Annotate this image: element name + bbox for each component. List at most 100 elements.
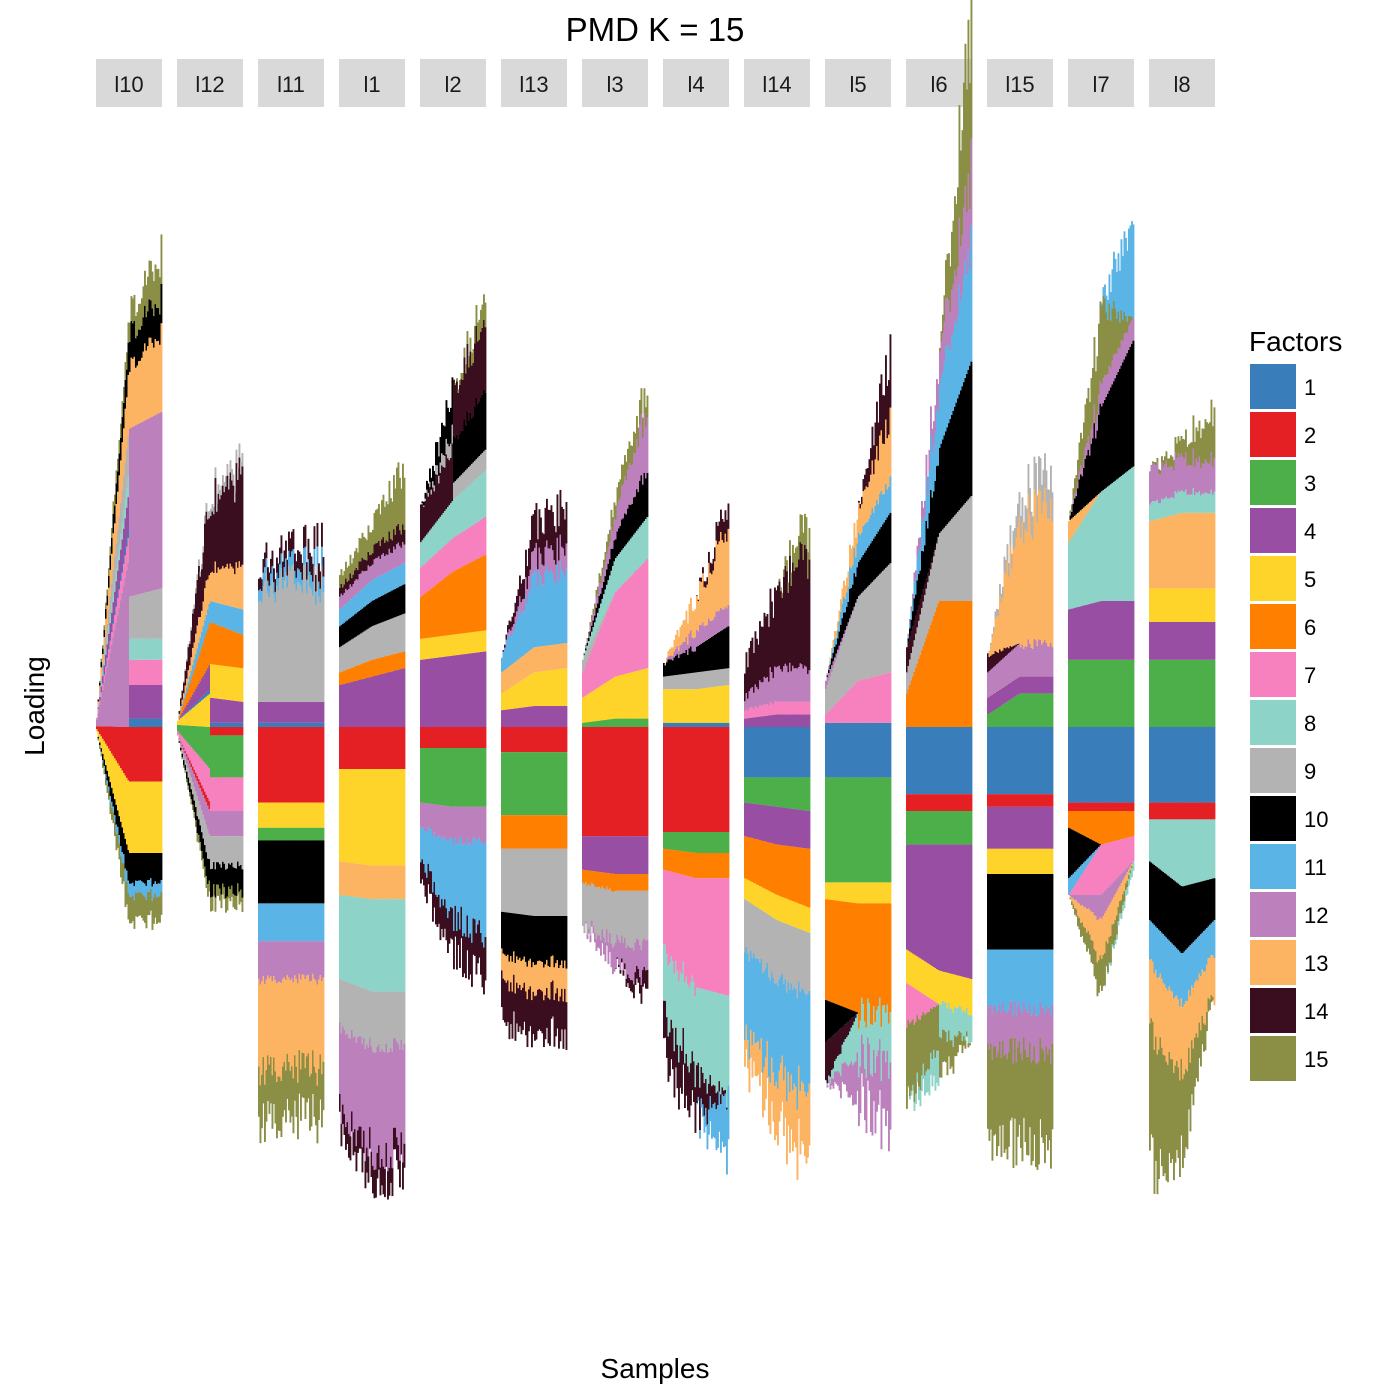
bar-segment-factor-5 [471,632,473,654]
bar-segment-factor-9 [108,610,110,626]
bar-segment-factor-1 [295,722,298,727]
bar-segment-factor-3 [264,827,266,841]
bar-segment-factor-8 [484,470,487,517]
bar-segment-factor-9 [559,848,562,916]
bar-segment-factor-10 [514,913,517,963]
bar-segment-factor-10 [723,629,725,669]
bar-segment-factor-5 [150,781,152,853]
bar-segment-factor-4 [135,685,137,719]
bar-segment-factor-9 [598,625,601,632]
bar-segment-factor-11 [229,606,232,630]
bar-segment-factor-12 [258,941,260,979]
bar-segment-factor-2 [157,727,160,782]
bar-segment-factor-6 [472,561,475,632]
bar-segment-factor-8 [711,991,713,1087]
bar-segment-factor-7 [231,777,233,811]
bar-segment-factor-2 [126,727,128,778]
bar-segment-factor-10 [232,867,235,894]
bar-segment-factor-5 [435,636,437,658]
bar-segment-factor-2 [277,727,280,803]
bar-segment-factor-13 [354,863,356,897]
bar-segment-factor-5 [279,802,281,828]
bar-segment-factor-15 [106,589,109,596]
bar-segment-factor-6 [664,849,667,871]
bar-segment-factor-7 [586,661,589,695]
bar-segment-factor-5 [388,769,391,866]
bar-segment-factor-2 [646,727,649,837]
bar-segment-factor-3 [237,735,239,778]
bar-segment-factor-9 [232,474,235,486]
bar-segment-factor-13 [687,623,689,645]
bar-segment-factor-15 [627,448,629,470]
bar-segment-factor-2 [595,727,598,837]
bar-segment-factor-12 [445,805,448,839]
bar-segment-factor-2 [216,727,218,736]
bar-segment-factor-11 [436,836,439,898]
bar-segment-factor-9 [550,848,553,916]
bar-segment-factor-15 [205,876,208,889]
bar-segment-factor-12 [727,605,730,627]
bar-segment-factor-12 [520,602,523,614]
bar-segment-factor-12 [556,537,559,565]
bar-segment-factor-11 [144,883,146,897]
bar-segment-factor-8 [468,485,470,528]
bar-segment-factor-9 [724,668,727,686]
bar-segment-factor-13 [549,645,551,671]
bar-segment-factor-13 [105,618,107,638]
bar-segment-factor-3 [261,827,263,841]
bar-segment-factor-12 [130,427,133,597]
bar-segment-factor-12 [451,806,454,839]
bar-segment-factor-3 [177,724,179,727]
bar-segment-factor-10 [426,480,428,490]
bar-segment-factor-9 [351,639,353,668]
bar-segment-factor-8 [358,897,361,987]
bar-segment-factor-12 [646,939,649,970]
bar-segment-factor-14 [232,485,235,569]
bar-segment-factor-14 [553,1000,556,1047]
bar-segment-factor-9 [469,465,472,485]
bar-segment-factor-12 [450,806,452,838]
bar-segment-factor-10 [141,853,143,882]
bar-segment-factor-7 [181,736,184,745]
bar-segment-factor-3 [505,752,508,816]
bar-segment-factor-1 [687,722,689,727]
bar-segment-factor-4 [268,701,271,723]
bar-segment-factor-12 [127,562,130,727]
bar-segment-factor-9 [354,637,356,667]
bar-segment-factor-12 [682,641,685,653]
bar-segment-factor-13 [748,1059,751,1093]
bar-segment-factor-14 [258,578,260,591]
bar-segment-factor-2 [138,727,140,782]
bar-segment-factor-11 [756,958,758,1043]
bar-segment-factor-12 [565,543,568,569]
bar-segment-factor-15 [640,388,643,415]
bar-segment-factor-1 [117,592,119,598]
bar-segment-factor-2 [523,727,526,753]
bar-segment-factor-12 [708,618,710,639]
bar-segment-factor-5 [702,688,704,723]
bar-segment-factor-14 [421,504,424,541]
bar-segment-factor-10 [262,840,265,904]
bar-segment-factor-4 [595,836,598,872]
bar-segment-factor-9 [129,596,131,639]
facet-strip-label: l14 [762,72,791,97]
bar-segment-factor-3 [214,735,217,778]
bar-segment-factor-5 [624,674,626,719]
bar-segment-factor-2 [241,727,244,736]
bar-segment-factor-9 [747,901,749,954]
bar-segment-factor-6 [610,873,613,891]
bar-segment-factor-5 [720,685,722,723]
bar-segment-factor-4 [745,718,748,727]
bar-segment-factor-7 [589,653,592,693]
bar-segment-factor-9 [442,455,445,467]
bar-segment-factor-11 [478,837,481,921]
bar-segment-factor-2 [456,727,458,748]
bar-segment-factor-8 [393,899,395,992]
bar-segment-factor-13 [531,648,533,674]
bar-segment-factor-8 [403,899,406,992]
bar-segment-factor-10 [309,840,311,904]
bar-segment-factor-11 [268,585,271,598]
bar-segment-factor-2 [130,727,133,782]
bar-segment-factor-13 [295,978,298,1067]
bar-segment-factor-9 [523,848,526,915]
